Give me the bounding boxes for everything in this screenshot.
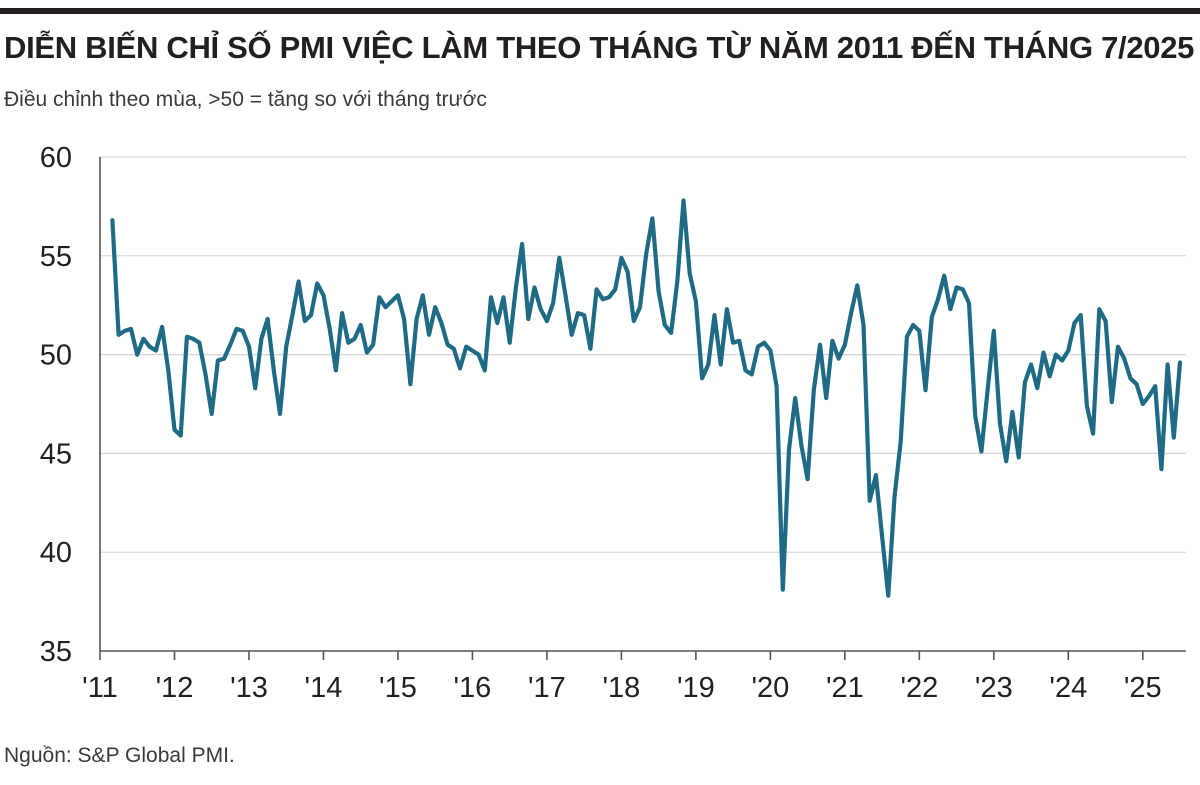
y-tick-label: 40: [40, 537, 72, 569]
grid-layer: [100, 156, 1186, 553]
axis-layer: 35 40 45 50 55 60 '11 '12 '13 '14 '15 '16 '17 '18 '19 '…: [40, 142, 1186, 704]
x-tick-label: '15: [379, 672, 417, 704]
x-tick-label: '17: [528, 672, 566, 704]
chart-title: DIỄN BIẾN CHỈ SỐ PMI VIỆC LÀM THEO THÁNG…: [4, 30, 1195, 65]
x-tick-label: '14: [305, 672, 343, 704]
x-tick-label: '22: [900, 672, 938, 704]
y-tick-label: 50: [40, 340, 72, 372]
x-tick-label: '24: [1049, 672, 1087, 704]
top-rule: [0, 8, 1200, 14]
y-tick-label: 60: [40, 142, 72, 174]
x-tick-label: '25: [1124, 672, 1162, 704]
chart-subtitle: Điều chỉnh theo mùa, >50 = tăng so với t…: [4, 88, 487, 111]
x-tick-label: '20: [751, 672, 789, 704]
series-line-pmi: [110, 198, 1183, 598]
x-tick-label: '16: [454, 672, 492, 704]
x-tick-label: '13: [230, 672, 268, 704]
y-tick-label: 45: [40, 438, 72, 470]
series-layer: [110, 198, 1183, 598]
source-note: Nguồn: S&P Global PMI.: [4, 744, 235, 767]
x-tick-label: '11: [82, 672, 118, 704]
x-tick-label: '19: [677, 672, 715, 704]
x-tick-label: '12: [156, 672, 194, 704]
x-tick-label: '21: [826, 672, 864, 704]
x-tick-label: '23: [975, 672, 1013, 704]
y-tick-label: 35: [40, 636, 72, 668]
y-tick-label: 55: [40, 241, 72, 273]
x-tick-label: '18: [603, 672, 641, 704]
